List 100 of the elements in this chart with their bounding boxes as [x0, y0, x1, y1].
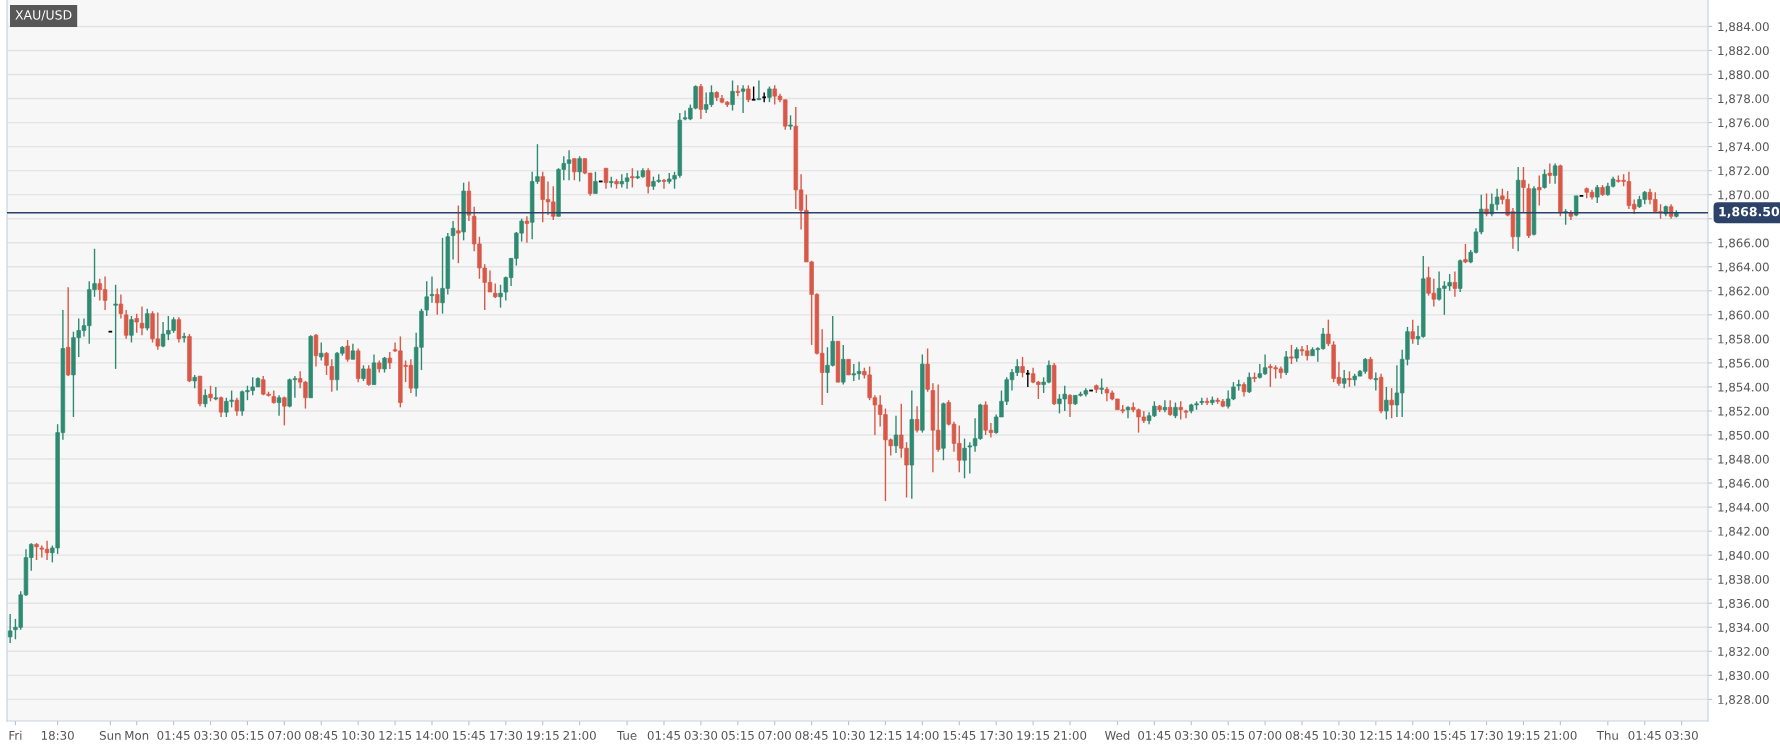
candlestick [429, 275, 435, 304]
y-tick-label: 1,862.00 [1718, 286, 1769, 297]
x-tick-label: 10:30 [832, 730, 865, 740]
candlestick [435, 287, 440, 316]
y-tick-label: 1,830.00 [1718, 671, 1769, 682]
candlestick [181, 332, 187, 344]
x-tick-label: 15:45 [1433, 731, 1466, 740]
x-tick-label: Thu [1596, 730, 1618, 740]
x-tick-label: 15:45 [453, 731, 485, 740]
x-tick-label: 14:00 [416, 730, 449, 740]
y-tick-label: 1,874.00 [1718, 142, 1769, 153]
candlestick [203, 388, 208, 409]
candlestick [572, 157, 577, 181]
y-tick-label: 1,882.00 [1718, 46, 1769, 57]
candlestick [324, 351, 329, 376]
y-tick-label: 1,840.00 [1718, 550, 1769, 562]
candlestick [345, 339, 350, 363]
candlestick [1020, 356, 1025, 379]
candlestick [134, 312, 139, 334]
x-tick-label: 05:15 [721, 730, 754, 740]
candlestick [730, 79, 735, 112]
candlestick [366, 364, 371, 387]
x-tick-label: 10:30 [342, 730, 375, 740]
candlestick [630, 167, 635, 189]
x-tick-label: Wed [1104, 730, 1130, 740]
ref-line-label: 1,868.50 [1719, 206, 1780, 218]
candlestick [1547, 162, 1553, 185]
y-tick-label: 1,870.00 [1718, 190, 1769, 201]
candlestick [1521, 166, 1526, 214]
y-tick-label: 1,878.00 [1718, 94, 1769, 105]
candlestick [498, 284, 503, 309]
candlestick [914, 405, 920, 434]
candlestick [1384, 386, 1389, 421]
candlestick [761, 91, 767, 103]
x-tick-label: Tue [616, 731, 637, 740]
x-tick-label: 21:00 [1053, 730, 1087, 740]
x-tick-label: 19:15 [527, 730, 559, 740]
candlestick [424, 280, 429, 317]
x-tick-label: 03:30 [1665, 730, 1698, 740]
candlestick [234, 397, 240, 417]
candlestick [139, 305, 145, 336]
candlestick [450, 220, 456, 261]
y-tick-label: 1,850.00 [1718, 430, 1769, 441]
x-tick-label: 01:45 [157, 730, 190, 740]
x-tick-label: 17:30 [490, 730, 523, 740]
x-tick-label: 01:45 [1628, 730, 1661, 740]
candlestick [1289, 344, 1294, 365]
candlestick [1326, 318, 1331, 347]
y-tick-label: 1,838.00 [1718, 574, 1769, 586]
x-tick-label: 19:15 [1017, 730, 1050, 740]
y-tick-label: 1,860.00 [1718, 310, 1769, 321]
candlestick [735, 84, 740, 97]
x-tick-label: 12:15 [1360, 730, 1392, 740]
candlestick [577, 155, 582, 183]
candlestick [319, 341, 324, 362]
candlestick [1247, 371, 1252, 394]
candlestick [129, 315, 134, 344]
x-tick-label: Sun [99, 730, 121, 740]
x-tick-label: 17:30 [1470, 730, 1503, 740]
candlestick [1410, 318, 1415, 345]
x-tick-label: 07:00 [1248, 730, 1282, 740]
candlestick [1542, 168, 1547, 190]
y-tick-label: 1,832.00 [1718, 647, 1769, 658]
candlestick [1162, 399, 1168, 413]
text: XAU/USD [15, 10, 72, 21]
y-tick-label: 1,834.00 [1718, 622, 1769, 634]
candlestick [1067, 393, 1073, 418]
y-tick-label: 1,884.00 [1718, 22, 1769, 33]
candlestick [313, 333, 319, 368]
y-tick-label: 1,836.00 [1718, 598, 1769, 610]
x-tick-label: 12:15 [379, 730, 412, 740]
x-tick-label: 08:45 [305, 730, 338, 740]
candlestick [1283, 350, 1289, 376]
candlestick [645, 167, 651, 195]
x-tick-label: 17:30 [980, 730, 1013, 740]
candlestick [456, 204, 461, 264]
candlestick [1341, 369, 1347, 389]
x-tick-label: 07:00 [758, 730, 791, 740]
candlestick [740, 84, 746, 114]
x-tick-label: 03:30 [684, 730, 718, 740]
x-tick-label: 05:15 [231, 730, 264, 740]
x-tick-label: 14:00 [1397, 730, 1429, 740]
y-tick-label: 1,864.00 [1718, 262, 1769, 273]
candlestick [1537, 174, 1542, 207]
y-tick-label: 1,866.00 [1718, 238, 1769, 249]
x-tick-label: 21:00 [1544, 730, 1577, 740]
candlestick [893, 415, 899, 454]
x-tick-label: 08:45 [1285, 730, 1318, 740]
x-tick-label: 21:00 [563, 730, 596, 740]
x-tick-label: 15:45 [943, 731, 976, 740]
x-tick-label: 08:45 [795, 730, 828, 740]
x-tick-label: 10:30 [1323, 730, 1356, 740]
candlestick [698, 83, 704, 120]
candlestick [123, 309, 129, 340]
x-tick-label: Fri [9, 730, 22, 740]
candlestick [661, 178, 667, 190]
y-tick-label: 1,828.00 [1718, 695, 1769, 706]
x-tick-label: 03:30 [1175, 730, 1208, 740]
x-tick-label: 01:45 [1138, 730, 1171, 740]
x-tick-label: 01:45 [647, 730, 680, 740]
